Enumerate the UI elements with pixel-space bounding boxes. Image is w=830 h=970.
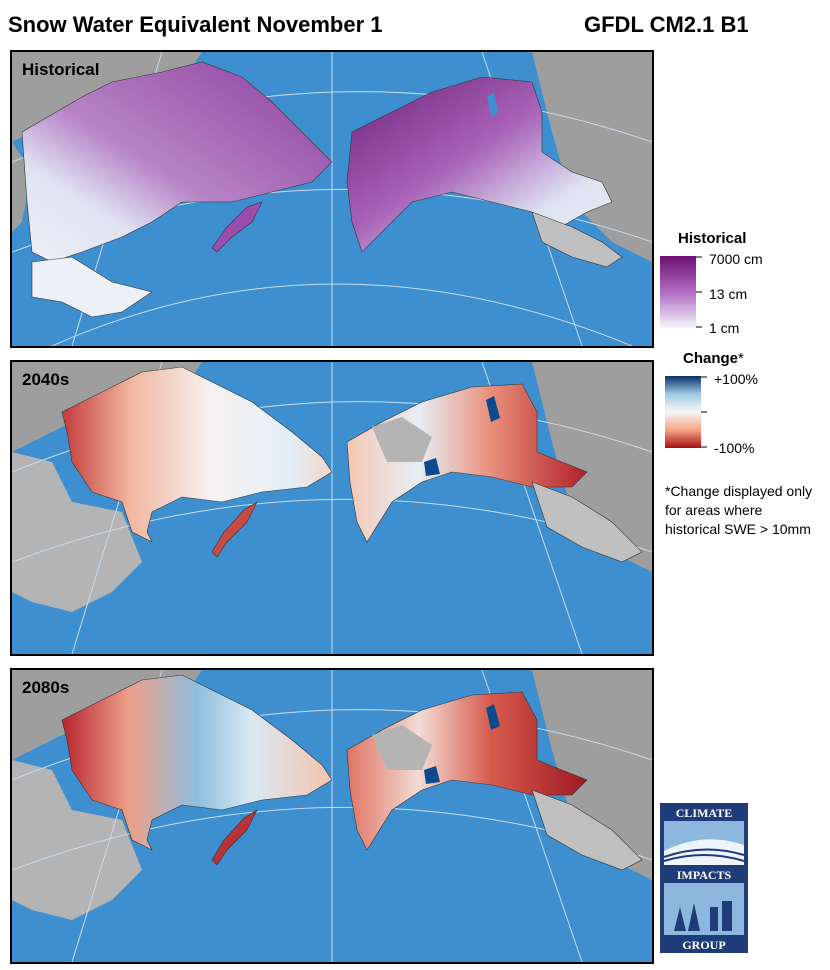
increase-spot-2 [424, 458, 440, 476]
panel-label-historical: Historical [22, 60, 100, 79]
map-panel-2040s: 2040s [10, 360, 654, 656]
increase-spot-2 [424, 766, 440, 784]
map-historical [12, 52, 652, 346]
model-title: GFDL CM2.1 B1 [584, 12, 749, 37]
legend-historical-title: Historical [678, 230, 747, 247]
legend-historical-tick-mid: 13 cm [709, 286, 748, 302]
legend-change-title: Change* [683, 350, 744, 367]
snow-kamchatka [211, 201, 263, 253]
climate-impacts-group-logo: CLIMATE IMPACTS GROUP [660, 803, 748, 953]
snow-alaska [346, 76, 613, 253]
increase-spot [486, 396, 500, 422]
legend-change-tick-max: +100% [714, 371, 758, 387]
nodata-panhandle [531, 789, 643, 871]
nodata-alaska-interior [372, 725, 432, 770]
increase-spot [486, 704, 500, 730]
legend-change-tick-min: -100% [714, 440, 755, 456]
panel-label-2040s: 2040s [22, 370, 70, 389]
land-grey-west [12, 760, 142, 920]
map-panel-2080s: 2080s [10, 668, 654, 964]
legend-historical-colorbar [660, 256, 702, 328]
legend-historical-tick-min: 1 cm [709, 320, 740, 336]
legend-historical-tick-max: 7000 cm [709, 251, 763, 267]
change-kamchatka [211, 809, 258, 866]
nodata-panhandle [531, 481, 643, 563]
map-panel-historical: Historical [10, 50, 654, 348]
graticule-arc-3 [51, 283, 633, 346]
land-grey-ne [532, 670, 652, 880]
land-grey-ne [532, 362, 652, 572]
legend-change-title-text: Change [683, 350, 739, 367]
land-grey-ne [532, 52, 652, 262]
lake-east [487, 92, 498, 118]
map-title: Snow Water Equivalent November 1 [8, 12, 383, 37]
map-2080s [12, 670, 652, 962]
logo-text-group: GROUP [682, 938, 725, 952]
legend-footnote: *Change displayed only for areas where h… [665, 483, 813, 537]
legend-change-title-mark: * [738, 350, 744, 367]
legend-change-colorbar [665, 376, 707, 448]
nodata-panhandle [531, 211, 623, 268]
nodata-alaska-interior [372, 417, 432, 462]
change-siberia [61, 674, 333, 851]
map-2040s [12, 362, 652, 654]
panel-label-2080s: 2080s [22, 678, 70, 697]
change-siberia [61, 366, 333, 543]
logo-text-impacts: IMPACTS [677, 868, 732, 882]
logo-text-climate: CLIMATE [676, 806, 732, 820]
snow-japan-sakhalin [31, 256, 153, 318]
land-grey-west [12, 452, 142, 612]
change-kamchatka [211, 501, 258, 558]
